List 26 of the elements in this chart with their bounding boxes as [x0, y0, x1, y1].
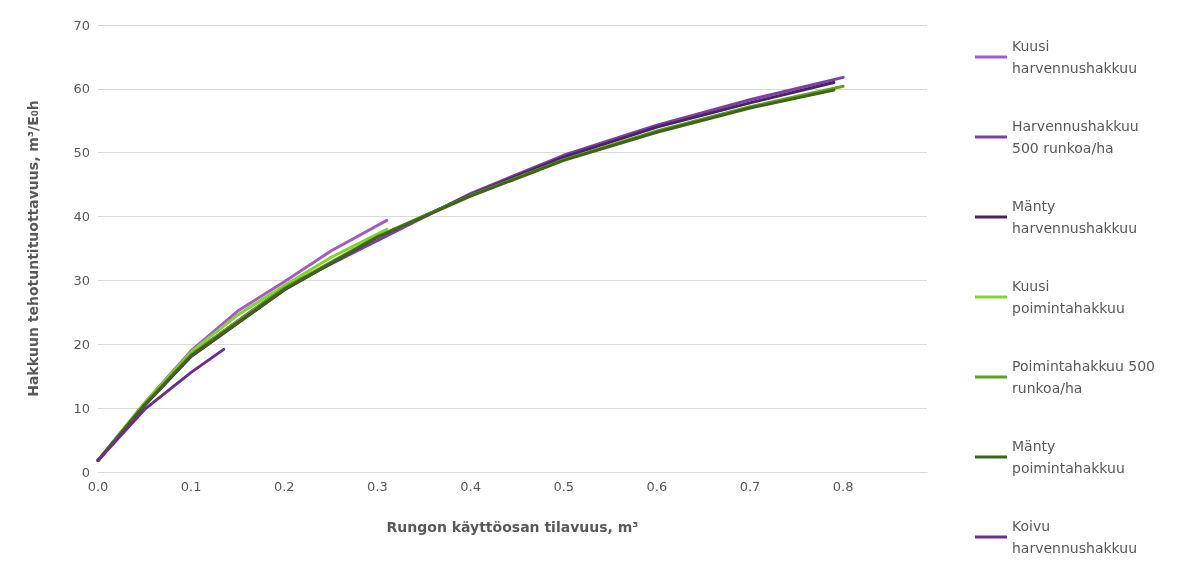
legend-label: Kuusi poimintahakkuu: [1012, 278, 1125, 316]
y-axis-title: Hakkuun tehotuntituottavuus, m³/E₀h: [25, 100, 41, 397]
x-axis-title: Rungon käyttöosan tilavuus, m³: [386, 519, 639, 535]
legend-label: Harvennushakkuu 500 runkoa/ha: [1012, 118, 1144, 156]
x-tick-label: 0.8: [832, 479, 854, 494]
x-tick-label: 0.7: [739, 479, 761, 494]
x-tick-label: 0.4: [460, 479, 481, 494]
legend-label: Mänty poimintahakkuu: [1012, 438, 1125, 476]
y-tick-label: 50: [73, 145, 90, 161]
x-tick-label: 0.0: [87, 479, 109, 494]
y-tick-label: 40: [73, 209, 90, 225]
x-tick-label: 0.2: [273, 479, 295, 494]
x-tick-label: 0.1: [180, 479, 202, 494]
y-tick-label: 10: [73, 400, 90, 416]
x-tick-label: 0.5: [553, 479, 575, 494]
x-tick-label: 0.6: [646, 479, 668, 494]
legend-label: Kuusi harvennushakkuu: [1012, 38, 1138, 76]
y-tick-label: 60: [73, 81, 90, 97]
y-tick-label: 30: [73, 272, 90, 288]
legend-label: Poimintahakkuu 500 runkoa/ha: [1012, 358, 1160, 396]
y-tick-label: 20: [73, 336, 90, 352]
legend-label: Koivu harvennushakkuu: [1012, 518, 1138, 556]
x-tick-label: 0.3: [367, 479, 388, 494]
legend-label: Mänty harvennushakkuu: [1012, 198, 1138, 236]
y-tick-label: 70: [73, 17, 90, 33]
y-tick-label: 0: [81, 464, 90, 480]
